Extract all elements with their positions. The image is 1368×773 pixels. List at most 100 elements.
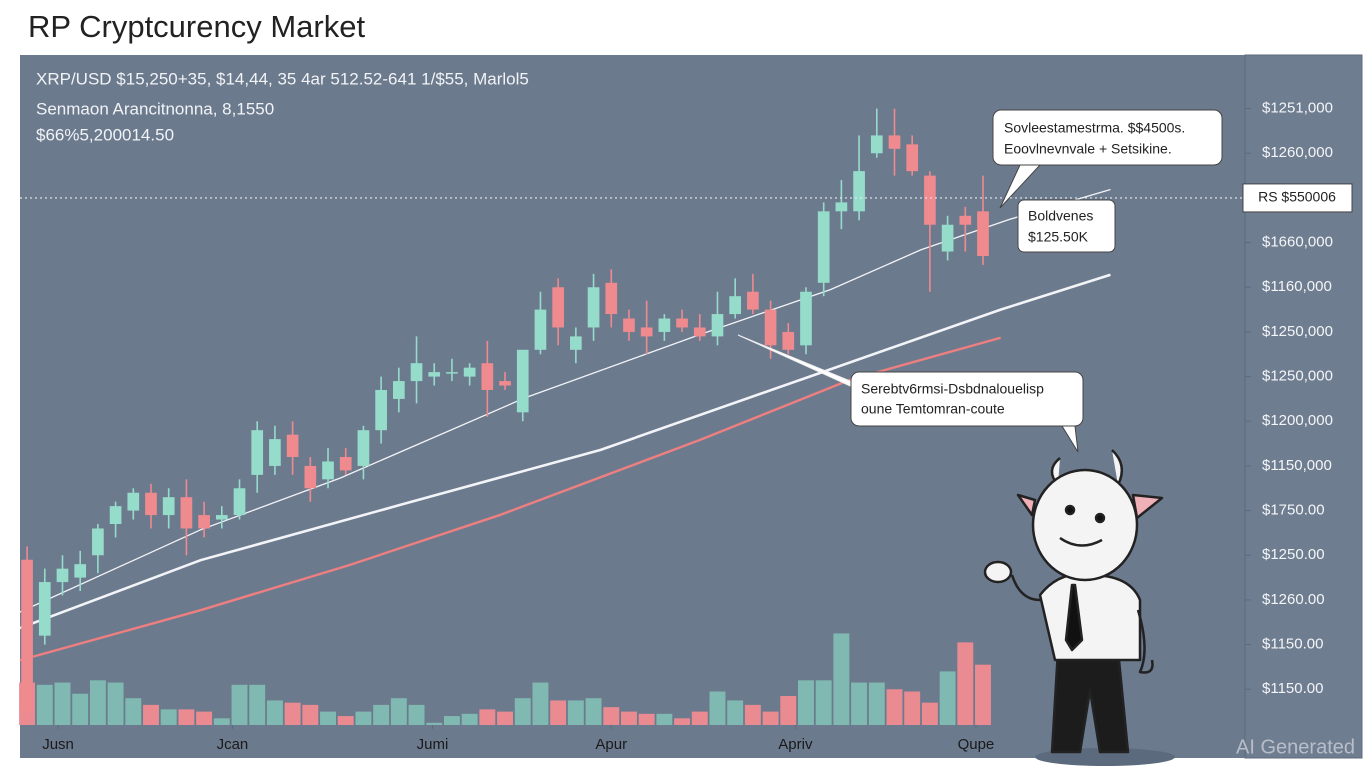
chart-title: RP Cryptcurency Market — [28, 9, 365, 44]
x-tick-label: Jumi — [417, 736, 449, 753]
price-tag-label: RS $550006 — [1258, 189, 1336, 205]
volume-bar — [249, 684, 266, 725]
volume-bar — [815, 680, 832, 725]
y-tick-label: $1251,000 — [1262, 100, 1333, 117]
y-tick-label: $1150.00 — [1262, 680, 1323, 697]
candle-body — [446, 372, 458, 374]
volume-bar — [727, 700, 744, 725]
volume-bar — [231, 684, 248, 725]
callout-text: Eoovlnevnvale + Setsikine. — [1004, 141, 1172, 157]
moving-average-line — [19, 336, 1002, 662]
candle-body — [499, 381, 511, 386]
volume-bar — [904, 691, 921, 725]
x-tick-label: Jcan — [217, 736, 249, 753]
y-tick-label: $1160,000 — [1262, 278, 1332, 295]
volume-bar — [620, 711, 637, 725]
candle-body — [605, 282, 618, 315]
candle-body — [38, 582, 51, 636]
header-line: $66%5,200014.50 — [36, 125, 174, 144]
candle-body — [481, 363, 494, 390]
volume-bar — [709, 691, 726, 725]
volume-bar — [213, 718, 230, 725]
moving-average-line — [19, 273, 1111, 630]
x-tick-label: Apur — [595, 736, 627, 753]
candle-body — [747, 291, 759, 310]
callout: Serebtv6rmsi-Dsbdnalouelisp oune Temtomr… — [737, 334, 1084, 453]
volume-bar — [107, 682, 124, 725]
volume-bar — [603, 707, 620, 725]
y-tick-label: $1150,000 — [1262, 457, 1332, 474]
y-tick-label: $1200,000 — [1262, 412, 1333, 429]
volume-bar — [408, 704, 425, 725]
callout-box — [850, 371, 1084, 427]
callout-text: Serebtv6rmsi-Dsbdnalouelisp — [861, 381, 1044, 397]
candle-body — [463, 367, 476, 377]
candle-body — [817, 211, 830, 283]
volume-bar — [957, 642, 974, 725]
plot-area — [19, 108, 1111, 725]
volume-bar — [886, 689, 903, 725]
volume-bar — [461, 713, 478, 725]
volume-bar — [284, 702, 301, 725]
volume-bar — [921, 702, 938, 725]
volume-bar — [320, 711, 336, 725]
candle-body — [711, 314, 724, 337]
volume-bar — [762, 711, 779, 725]
volume-bar — [691, 711, 708, 725]
candle-body — [924, 175, 936, 225]
callout-text: Boldvenes — [1028, 208, 1093, 224]
volume-bar — [355, 711, 372, 725]
candle-body — [534, 309, 547, 350]
header-line: XRP/USD $15,250+35, $14,44, 35 4ar 512.5… — [36, 69, 529, 88]
candle-body — [888, 135, 901, 149]
y-tick-label: $1250,000 — [1262, 323, 1333, 340]
candle-body — [339, 457, 352, 471]
volume-bar — [674, 718, 691, 725]
volume-bar — [36, 684, 53, 725]
volume-bar — [89, 680, 106, 725]
x-tick-label: Qupe — [958, 736, 995, 753]
volume-bar — [656, 713, 673, 725]
candle-body — [729, 296, 742, 315]
candle-body — [587, 287, 600, 328]
y-tick-label: $1250.00 — [1262, 546, 1325, 563]
candle-body — [357, 430, 370, 466]
candle-body — [322, 461, 334, 480]
volume-bar — [638, 713, 655, 725]
candle-body — [269, 439, 281, 466]
volume-bar — [585, 698, 602, 725]
candle-body — [623, 318, 635, 332]
callout-box — [992, 109, 1223, 166]
volume-bar — [479, 709, 496, 725]
candle-body — [516, 349, 529, 413]
bull-mascot — [983, 449, 1175, 766]
y-tick-label: $1150.00 — [1262, 636, 1323, 653]
candle-body — [764, 309, 777, 346]
volume-bar — [426, 722, 443, 725]
candle-body — [56, 568, 69, 583]
volume-bar — [337, 716, 354, 725]
candle-body — [906, 144, 919, 172]
volume-bar — [833, 633, 850, 725]
candle-body — [392, 381, 405, 399]
candle-body — [800, 291, 812, 346]
y-tick-label: $1750.00 — [1262, 502, 1325, 519]
volume-bar — [798, 680, 814, 725]
x-tick-label: Apriv — [778, 736, 813, 753]
candle-body — [375, 390, 387, 431]
price-tag-box — [1242, 183, 1353, 213]
volume-bar — [72, 693, 89, 725]
candle-body — [570, 336, 582, 350]
watermark: AI Generated — [1236, 736, 1355, 758]
candle-body — [180, 497, 193, 529]
candle-body — [251, 430, 264, 475]
volume-bar — [868, 682, 885, 725]
volume-bar — [939, 671, 956, 725]
candle-body — [127, 492, 140, 511]
y-tick-label: $1250,000 — [1262, 368, 1333, 385]
volume-bar — [373, 704, 390, 725]
candle-body — [410, 363, 423, 382]
y-tick-label: $1660,000 — [1262, 234, 1333, 251]
candle-body — [215, 515, 228, 520]
volume-bar — [780, 695, 797, 725]
